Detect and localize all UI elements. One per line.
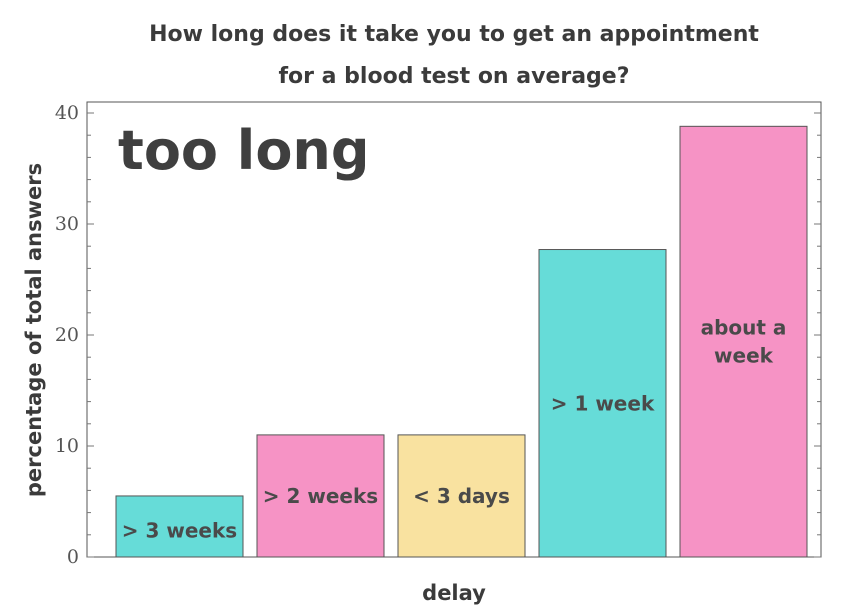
y-tick-labels: 0 10 20 30 40 xyxy=(55,102,79,568)
bar-label: > 2 weeks xyxy=(263,484,378,508)
x-axis-label: delay xyxy=(422,581,486,605)
y-tick-label: 20 xyxy=(55,324,79,346)
y-tick-label: 40 xyxy=(55,102,79,124)
bar xyxy=(256,434,385,558)
bar xyxy=(538,249,667,558)
bar xyxy=(115,495,244,558)
y-axis-label: percentage of total answers xyxy=(22,163,46,497)
bar xyxy=(679,125,808,558)
chart-annotation: too long xyxy=(118,119,370,182)
bar-label: > 3 weeks xyxy=(122,518,237,542)
bar-label: about a xyxy=(701,316,787,340)
bar xyxy=(397,434,526,558)
bar-label: > 1 week xyxy=(551,391,655,415)
y-tick-label: 0 xyxy=(67,546,79,568)
bar-label: week xyxy=(714,344,774,368)
chart-title-line-2: for a blood test on average? xyxy=(278,64,629,89)
bar-label: < 3 days xyxy=(413,484,510,508)
axis-ticks xyxy=(87,112,821,558)
y-tick-label: 30 xyxy=(55,213,79,235)
chart-title-line-1: How long does it take you to get an appo… xyxy=(149,22,759,47)
bars: > 3 weeks > 2 weeks < 3 days > 1 week about … xyxy=(115,125,808,558)
y-tick-label: 10 xyxy=(55,435,79,457)
